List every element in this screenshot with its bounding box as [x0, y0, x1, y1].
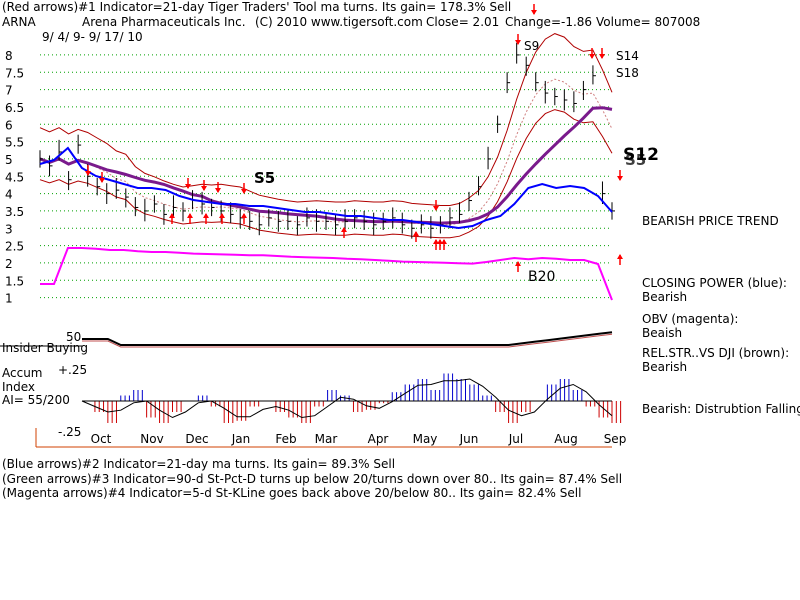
y-tick-labels: 8 7.5 7 6.5 6 5.5 5 4.5 4 3.5 3 2.5 2 1.5 1: [5, 49, 24, 306]
y-tick-label: 5: [5, 153, 13, 167]
signal-s5b-label: S5: [625, 151, 646, 169]
buy-arrow: [599, 48, 605, 59]
y-tick-label: 3.5: [5, 205, 24, 219]
y-tick-label: 3: [5, 222, 13, 236]
ticker: ARNA: [2, 15, 37, 29]
sell-arrow: [341, 227, 347, 238]
month-label: Sep: [604, 432, 627, 446]
bearish-price-trend: BEARISH PRICE TREND: [642, 214, 779, 228]
sell-arrow: [617, 254, 623, 265]
buy-arrow: [241, 183, 247, 194]
y-tick-label: 4.5: [5, 170, 24, 184]
rel-strength-ma: [82, 333, 613, 348]
buy-arrow: [433, 200, 439, 211]
signal-arrows: [85, 4, 623, 272]
rel-str-label: REL.STR..VS DJI (brown):: [642, 346, 789, 360]
rel-str-status: Bearish: [642, 360, 687, 374]
accum-index-bars: [94, 373, 622, 423]
volume-value: Volume= 807008: [596, 15, 700, 29]
rel-strength-line: [82, 331, 613, 346]
month-label: Jun: [459, 432, 479, 446]
buy-arrow: [99, 172, 105, 183]
month-label: Mar: [315, 432, 338, 446]
sell-arrow: [437, 239, 443, 250]
buy-arrow: [85, 165, 91, 176]
accum-index-line: [81, 378, 613, 419]
y-tick-label: 5.5: [5, 136, 24, 150]
buy-arrow: [531, 4, 537, 15]
y-tick-label: 2.5: [5, 240, 24, 254]
buy-arrow: [589, 48, 595, 59]
accum-label: Accum: [2, 366, 43, 380]
month-axis: Oct Nov Dec Jan Feb Mar Apr May Jun Jul Aug Sep: [91, 432, 627, 446]
month-label: Jul: [508, 432, 523, 446]
accum-plus-label: +.25: [58, 363, 87, 377]
month-label: Jan: [231, 432, 251, 446]
y-tick-label: 1.5: [5, 274, 24, 288]
price-bars: [39, 42, 615, 239]
y-tick-label: 7.5: [5, 66, 24, 80]
insider-buying-label: Insider Buying: [2, 341, 88, 355]
company-name: Arena Pharmaceuticals Inc.: [82, 15, 246, 29]
upper-band-line: [39, 33, 613, 206]
signal-s12-label: S12: [623, 145, 659, 165]
obv-label: OBV (magenta):: [642, 312, 738, 326]
footer-line2: (Green arrows)#3 Indicator=90-d St-Pct-D…: [2, 472, 622, 486]
accum-minus-label: -.25: [58, 425, 81, 439]
sell-arrow: [441, 239, 447, 250]
close-value: Close= 2.01: [426, 15, 499, 29]
month-label: Oct: [91, 432, 112, 446]
month-label: May: [413, 432, 438, 446]
buy-arrow: [515, 34, 521, 45]
sell-arrow: [241, 213, 247, 224]
sell-arrow: [203, 213, 209, 224]
buy-arrow: [617, 170, 623, 181]
accum-status: Bearish: Distrubtion Falling.: [642, 402, 800, 416]
month-label: Apr: [368, 432, 389, 446]
month-label: Dec: [185, 432, 208, 446]
index-label: Index: [2, 380, 35, 394]
month-label: Nov: [140, 432, 163, 446]
copyright: (C) 2010 www.tigersoft.com: [255, 15, 423, 29]
buy-arrow: [201, 180, 207, 191]
obv-line: [40, 247, 613, 301]
footer-line1: (Blue arrows)#2 Indicator=21-day ma turn…: [2, 457, 395, 471]
y-tick-label: 6.5: [5, 101, 24, 115]
sell-arrow: [187, 213, 193, 224]
y-tick-label: 2: [5, 257, 13, 271]
fifty-label: 50: [66, 330, 81, 344]
closing-power-label: CLOSING POWER (blue):: [642, 276, 787, 290]
sell-arrow: [169, 213, 175, 224]
change-value: Change=-1.86: [505, 15, 592, 29]
buy-arrow: [215, 182, 221, 193]
ai-value: AI= 55/200: [2, 393, 70, 407]
month-label: Aug: [554, 432, 577, 446]
closing-power-status: Bearish: [642, 290, 687, 304]
sell-arrow: [219, 213, 225, 224]
signal-b20-label: B20: [528, 269, 555, 285]
signal-s9-label: S9: [524, 39, 539, 53]
signal-s5-label: S5: [254, 169, 275, 187]
sell-arrow: [413, 231, 419, 242]
footer-line3: (Magenta arrows)#4 Indicator=5-d St-KLin…: [2, 486, 581, 500]
signal-s14-label: S14: [616, 49, 639, 63]
sell-arrow: [515, 261, 521, 272]
y-tick-label: 7: [5, 84, 13, 98]
closing-power-line: [39, 146, 613, 230]
month-label: Feb: [275, 432, 296, 446]
obv-status: Beaish: [642, 326, 682, 340]
y-tick-label: 6: [5, 118, 13, 132]
buy-arrow: [185, 178, 191, 189]
y-tick-label: 1: [5, 292, 13, 306]
sell-arrow: [433, 239, 439, 250]
y-tick-label: 4: [5, 188, 13, 202]
signal-s18-label: S18: [616, 66, 639, 80]
date-range: 9/ 4/ 9- 9/ 17/ 10: [42, 30, 143, 44]
y-tick-label: 8: [5, 49, 13, 63]
header-line1: (Red arrows)#1 Indicator=21-day Tiger Tr…: [2, 0, 511, 14]
